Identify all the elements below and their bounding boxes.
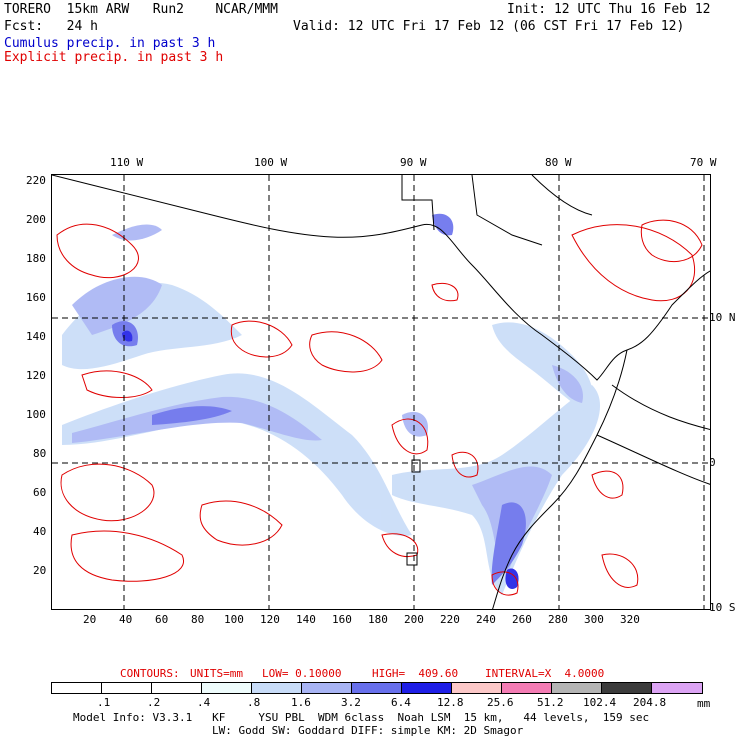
legend-label: 6.4 [391, 696, 411, 709]
contours-high: HIGH= 409.60 [372, 667, 459, 680]
y-tick-label: 100 [26, 408, 46, 421]
legend-label: 3.2 [341, 696, 361, 709]
x-tick-label: 220 [440, 613, 460, 626]
x-tick-label: 240 [476, 613, 496, 626]
legend-swatch [252, 683, 302, 693]
y-tick-label: 140 [26, 330, 46, 343]
lon-label: 80 W [545, 156, 572, 169]
lon-label: 70 W [690, 156, 717, 169]
coastlines [52, 175, 710, 609]
legend-unit: mm [697, 697, 711, 710]
model-title: TORERO 15km ARW Run2 NCAR/MMM [4, 2, 278, 17]
legend-label: .8 [247, 696, 261, 709]
explicit-precip-contours [56, 219, 703, 596]
y-tick-label: 40 [33, 525, 47, 538]
legend-color-bar [51, 682, 703, 694]
legend-label: .2 [147, 696, 161, 709]
x-tick-label: 20 [83, 613, 97, 626]
cumulus-precip-shading [62, 213, 601, 595]
legend-label: 102.4 [583, 696, 617, 709]
x-tick-label: 60 [155, 613, 169, 626]
x-tick-label: 300 [584, 613, 604, 626]
precip-map [51, 174, 711, 610]
legend-swatch [552, 683, 602, 693]
y-tick-label: 160 [26, 291, 46, 304]
y-tick-label: 120 [26, 369, 46, 382]
legend-label: 12.8 [437, 696, 464, 709]
lat-label: 0 [709, 456, 716, 469]
y-tick-label: 220 [26, 174, 46, 187]
legend-swatch [452, 683, 502, 693]
legend-swatch [652, 683, 702, 693]
x-tick-label: 320 [620, 613, 640, 626]
x-tick-label: 180 [368, 613, 388, 626]
legend-swatch [602, 683, 652, 693]
contours-interval: INTERVAL=X 4.0000 [485, 667, 605, 680]
valid-time: Valid: 12 UTC Fri 17 Feb 12 (06 CST Fri … [293, 19, 685, 34]
x-tick-label: 40 [119, 613, 133, 626]
latlon-grid [52, 175, 710, 609]
forecast-hour: Fcst: 24 h [4, 19, 98, 34]
legend-label: .4 [197, 696, 211, 709]
x-tick-label: 260 [512, 613, 532, 626]
x-tick-label: 160 [332, 613, 352, 626]
init-time: Init: 12 UTC Thu 16 Feb 12 [507, 2, 711, 17]
legend-swatch [102, 683, 152, 693]
field-cumulus-label: Cumulus precip. in past 3 h [4, 36, 216, 51]
lat-label: 10 N [709, 311, 736, 324]
x-tick-label: 200 [404, 613, 424, 626]
lon-label: 110 W [110, 156, 144, 169]
x-tick-label: 120 [260, 613, 280, 626]
legend-swatch [202, 683, 252, 693]
x-tick-label: 280 [548, 613, 568, 626]
y-tick-label: 200 [26, 213, 46, 226]
legend-label: 1.6 [291, 696, 311, 709]
y-tick-label: 80 [33, 447, 47, 460]
legend-swatch [502, 683, 552, 693]
legend-label: 51.2 [537, 696, 564, 709]
field-explicit-label: Explicit precip. in past 3 h [4, 50, 224, 65]
model-info: Model Info: V3.3.1 KF YSU PBL WDM 6class… [73, 711, 650, 724]
legend-swatch [402, 683, 452, 693]
x-tick-label: 100 [224, 613, 244, 626]
legend-label: 25.6 [487, 696, 514, 709]
y-tick-label: 60 [33, 486, 47, 499]
contours-low: LOW= 0.10000 [262, 667, 342, 680]
legend-swatch [152, 683, 202, 693]
legend-swatch [352, 683, 402, 693]
lat-label: 10 S [709, 601, 736, 614]
y-tick-label: 180 [26, 252, 46, 265]
contours-units: UNITS=mm [190, 667, 243, 680]
x-tick-label: 80 [191, 613, 205, 626]
legend-swatch [52, 683, 102, 693]
physics-info: LW: Godd SW: Goddard DIFF: simple KM: 2D… [212, 724, 524, 737]
x-tick-label: 140 [296, 613, 316, 626]
legend-label: 204.8 [633, 696, 667, 709]
lon-label: 100 W [254, 156, 288, 169]
contours-prefix: CONTOURS: [120, 667, 180, 680]
lon-label: 90 W [400, 156, 427, 169]
map-canvas [52, 175, 710, 609]
legend-label: .1 [97, 696, 111, 709]
legend-swatch [302, 683, 352, 693]
y-tick-label: 20 [33, 564, 47, 577]
